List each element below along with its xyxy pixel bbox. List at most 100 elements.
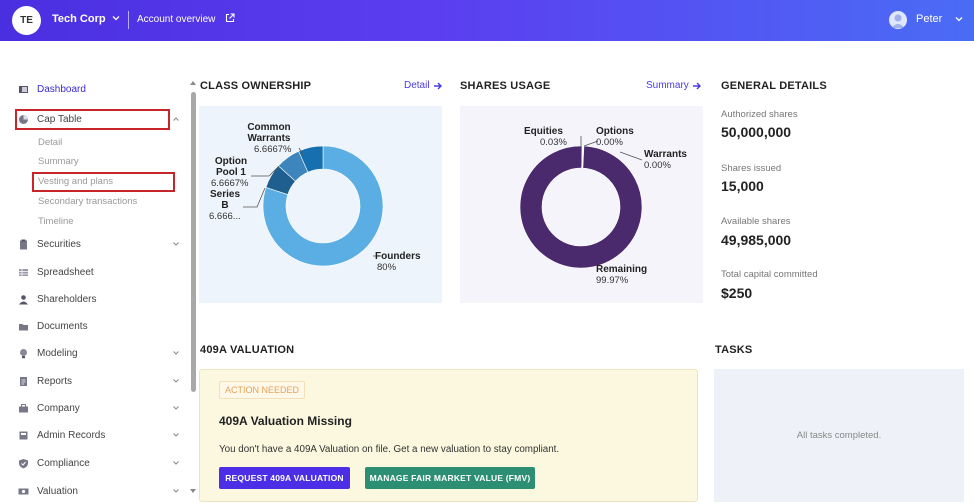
sidebar-item-valuation[interactable]: Valuation [18, 482, 78, 500]
sidebar-item-documents[interactable]: Documents [18, 317, 88, 335]
external-link-icon[interactable] [225, 13, 235, 23]
label-line: Pool 1 [215, 167, 246, 178]
chart-value-warrants: 0.00% [644, 160, 671, 171]
sidebar-item-label: Cap Table [37, 113, 82, 125]
user-avatar[interactable] [889, 11, 907, 29]
scroll-up-arrow[interactable] [189, 80, 197, 86]
folder-icon [19, 323, 28, 330]
manage-fmv-button[interactable]: MANAGE FAIR MARKET VALUE (FMV) [365, 467, 535, 489]
chevron-down-icon[interactable] [172, 431, 180, 439]
sidebar-item-dashboard[interactable]: Dashboard [18, 80, 86, 98]
class-ownership-detail-link[interactable]: Detail [404, 80, 443, 91]
org-name[interactable]: Tech Corp [52, 13, 106, 25]
person-icon [19, 294, 28, 304]
user-name[interactable]: Peter [916, 13, 943, 25]
available-shares-value: 49,985,000 [721, 232, 792, 248]
scroll-down-arrow[interactable] [189, 488, 197, 494]
leader-line [298, 147, 304, 156]
chevron-down-icon[interactable] [172, 240, 180, 248]
class-ownership-donut[interactable] [199, 106, 442, 303]
chevron-down-icon[interactable] [172, 377, 180, 385]
shares-usage-panel [460, 106, 703, 303]
chart-label-option-pool: Option Pool 1 [211, 156, 251, 178]
user-icon [891, 14, 905, 28]
org-avatar[interactable]: TE [12, 6, 41, 35]
sidebar-item-label: Admin Records [37, 429, 106, 441]
shares-usage-summary-link[interactable]: Summary [646, 80, 702, 91]
sidebar-item-securities[interactable]: Securities [18, 235, 81, 253]
arrow-right-icon [692, 82, 701, 89]
highlight-box [15, 109, 170, 130]
sidebar-item-reports[interactable]: Reports [18, 372, 72, 390]
sidebar-item-label: Company [37, 402, 80, 414]
chart-value-option-pool: 6.6667% [211, 178, 249, 189]
sidebar-subitem-summary[interactable]: Summary [38, 156, 79, 167]
report-icon [20, 376, 27, 386]
shares-usage-title: SHARES USAGE [460, 80, 551, 92]
divider [128, 11, 129, 29]
sidebar-item-label: Dashboard [37, 83, 86, 95]
donut-slice-founders[interactable] [262, 145, 384, 267]
sidebar-item-admin-records[interactable]: Admin Records [18, 426, 105, 444]
chart-label-warrants: Warrants [644, 149, 687, 160]
account-overview-link[interactable]: Account overview [137, 14, 216, 25]
chevron-down-icon[interactable] [172, 487, 180, 495]
valuation-section-title: 409A VALUATION [200, 344, 295, 356]
shares-issued-label: Shares issued [721, 163, 782, 174]
sidebar-subitem-detail[interactable]: Detail [38, 137, 63, 148]
sidebar-subitem-vesting-and-plans[interactable]: Vesting and plans [38, 176, 114, 187]
sidebar-item-label: Reports [37, 375, 73, 387]
sidebar-item-company[interactable]: Company [18, 399, 80, 417]
sidebar-item-spreadsheet[interactable]: Spreadsheet [18, 263, 94, 281]
leader-line [243, 187, 266, 208]
total-capital-label: Total capital committed [721, 269, 818, 280]
chevron-down-icon[interactable] [172, 349, 180, 357]
tasks-panel [714, 369, 964, 502]
donut-slice-common-warrants[interactable] [298, 145, 324, 173]
chevron-down-icon[interactable] [111, 13, 121, 23]
lightbulb-icon [20, 348, 27, 358]
sidebar-subitem-timeline[interactable]: Timeline [38, 216, 74, 227]
shares-issued-value: 15,000 [721, 178, 764, 194]
chevron-down-icon[interactable] [172, 459, 180, 467]
chevron-up-icon[interactable] [172, 115, 180, 123]
general-details-title: GENERAL DETAILS [721, 80, 827, 92]
sidebar-item-label: Securities [37, 238, 81, 250]
donut-slice-warrants[interactable] [582, 145, 585, 169]
chart-value-equities: 0.03% [540, 137, 567, 148]
sidebar-subitem-secondary-transactions[interactable]: Secondary transactions [38, 196, 138, 207]
link-label: Detail [404, 80, 430, 91]
sidebar-item-label: Modeling [37, 347, 78, 359]
tasks-title: TASKS [715, 344, 753, 356]
chart-value-remaining: 99.97% [596, 275, 629, 286]
total-capital-value: $250 [721, 285, 753, 301]
chart-value-options: 0.00% [596, 137, 623, 148]
chevron-down-icon[interactable] [172, 404, 180, 412]
link-label: Summary [646, 80, 689, 91]
clipboard-icon [20, 239, 27, 249]
highlight-box [32, 172, 175, 192]
sidebar-scrollbar[interactable] [191, 92, 196, 392]
shield-icon [19, 458, 28, 468]
briefcase-icon [19, 403, 28, 412]
sidebar-item-modeling[interactable]: Modeling [18, 344, 78, 362]
chart-value-series-b: 6.666... [209, 211, 241, 222]
request-409a-valuation-button[interactable]: REQUEST 409A VALUATION [219, 467, 350, 489]
dashboard-icon [19, 85, 28, 93]
action-needed-badge: ACTION NEEDED [219, 381, 306, 399]
sidebar-item-cap-table[interactable]: Cap Table [18, 110, 82, 128]
label-line: Option [214, 156, 248, 167]
label-line: B [221, 200, 229, 211]
shares-usage-donut[interactable] [460, 106, 703, 303]
tasks-empty-message: All tasks completed. [796, 430, 882, 441]
chevron-down-icon[interactable] [954, 14, 964, 24]
valuation-description: You don't have a 409A Valuation on file.… [219, 444, 560, 455]
sidebar-item-label: Valuation [37, 485, 78, 497]
donut-slice-remaining[interactable] [519, 145, 643, 269]
chart-label-founders: Founders [375, 251, 421, 262]
chart-value-founders: 80% [377, 262, 397, 273]
sidebar-item-compliance[interactable]: Compliance [18, 454, 90, 472]
authorized-shares-value: 50,000,000 [721, 124, 792, 140]
class-ownership-panel [199, 106, 442, 303]
sidebar-item-shareholders[interactable]: Shareholders [18, 290, 96, 308]
